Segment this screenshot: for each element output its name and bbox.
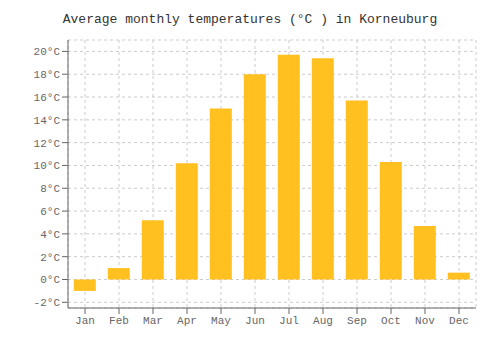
svg-text:Feb: Feb	[109, 315, 129, 327]
svg-text:Sep: Sep	[347, 315, 367, 327]
svg-text:20°C: 20°C	[34, 46, 61, 58]
svg-text:16°C: 16°C	[34, 92, 61, 104]
svg-text:6°C: 6°C	[40, 206, 60, 218]
svg-text:Jun: Jun	[245, 315, 265, 327]
svg-text:8°C: 8°C	[40, 183, 60, 195]
svg-text:10°C: 10°C	[34, 160, 61, 172]
svg-text:Nov: Nov	[415, 315, 435, 327]
svg-text:Oct: Oct	[381, 315, 401, 327]
svg-text:Mar: Mar	[143, 315, 163, 327]
svg-text:May: May	[211, 315, 231, 327]
svg-text:Jan: Jan	[75, 315, 95, 327]
svg-text:4°C: 4°C	[40, 229, 60, 241]
svg-text:14°C: 14°C	[34, 115, 61, 127]
svg-text:12°C: 12°C	[34, 138, 61, 150]
svg-text:-2°C: -2°C	[34, 297, 61, 309]
svg-text:Jul: Jul	[279, 315, 299, 327]
svg-text:18°C: 18°C	[34, 69, 61, 81]
svg-text:Apr: Apr	[177, 315, 197, 327]
svg-text:0°C: 0°C	[40, 274, 60, 286]
html-text:Average monthly temperatures (: Average monthly temperatures (°C ) in Ko…	[62, 12, 438, 27]
svg-text:Dec: Dec	[449, 315, 469, 327]
svg-text:Aug: Aug	[313, 315, 333, 327]
svg-text:2°C: 2°C	[40, 252, 60, 264]
